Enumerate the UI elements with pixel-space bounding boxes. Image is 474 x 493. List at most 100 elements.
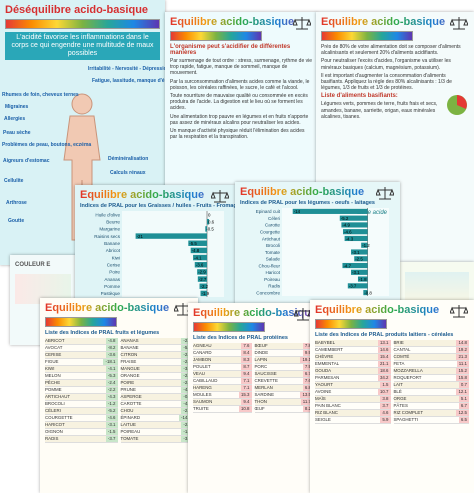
value-label: -3.1 [352, 250, 360, 255]
pral-value: 7.1 [241, 378, 252, 384]
food-name: ANANAS [120, 338, 139, 343]
pral-value: -3.3 [181, 366, 193, 372]
value-label: -2.5 [355, 257, 363, 262]
category-label: Chou-fleur [259, 263, 281, 268]
table-row: EMMENTAL 21.1 [315, 361, 391, 368]
pral-value: -4.8 [105, 338, 118, 344]
value-label: -14 [294, 209, 301, 214]
table-row: FETA 11.1 [393, 361, 469, 368]
table-row: PRUNE -4.8 [120, 387, 193, 394]
category-label: Pomme [104, 284, 120, 289]
bar [342, 262, 368, 269]
food-name: POIREAU [120, 429, 141, 434]
food-name: RADIS [45, 436, 59, 441]
food-name: CREVETTE [254, 378, 278, 383]
pral-chart: Zone acide Epinard cuit -14 Céleri -5.2 Carot… [256, 208, 389, 296]
category-label: Artichaut [262, 236, 281, 241]
value-label: -4.9 [342, 223, 350, 228]
food-name: ORANGE [120, 373, 140, 378]
food-name: SEIGLE [315, 417, 331, 422]
pral-value: 7.6 [241, 343, 252, 349]
pral-value: 18.6 [377, 368, 391, 374]
value-label: -1.9 [202, 291, 210, 296]
food-name: POIRE [120, 380, 135, 385]
category-label: Banane [104, 241, 120, 246]
ph-scale [170, 31, 262, 41]
pral-value: 12.1 [456, 389, 469, 395]
food-name: ROQUEFORT [393, 375, 422, 380]
food-name: GOUDA [315, 368, 332, 373]
table-heading: Liste des Indices de PRAL protéines [193, 335, 288, 341]
pral-value: 14.8 [456, 340, 469, 346]
symptom-label: Allergies [4, 116, 26, 122]
ph-scale [45, 317, 117, 327]
chart-panel: Equilibre acido-basique Indices de PRAL p… [75, 185, 235, 305]
zone-label: Zone acide [356, 210, 387, 216]
foods-heading: Liste d'aliments basifiants: [321, 93, 398, 100]
pral-value: 15.2 [456, 368, 469, 374]
food-name: BŒUF [254, 343, 268, 348]
table-panel: Equilibre acido-basique Liste des Indices… [40, 298, 198, 493]
pral-value: -14.1 [178, 415, 193, 421]
category-label: Kiwi [112, 255, 120, 260]
pral-value: 0.7 [458, 382, 469, 388]
value-label: -1.8 [359, 277, 367, 282]
table-row: LAPIN 19.1 [254, 357, 313, 364]
table-row: RIZ BLANC 4.6 [315, 410, 391, 417]
pral-value: -5.2 [105, 408, 118, 414]
category-label: Beurre [106, 220, 120, 225]
bar [193, 254, 207, 261]
balance-icon [450, 305, 468, 318]
balance-shape [174, 303, 192, 316]
pral-value: -2.9 [181, 380, 193, 386]
category-label: Poire [109, 270, 120, 275]
symptom-label: Irritabilité - Nervosité - Dépression [88, 66, 165, 72]
table-row: SAUCISSE 6.7 [254, 371, 313, 378]
table-panel: Equilibre acido-basique Liste des Indices… [188, 303, 318, 493]
pral-value: -2.7 [181, 373, 193, 379]
food-name: COMTÉ [393, 354, 410, 359]
food-name: AVOCAT [45, 345, 63, 350]
value-label: 0 [208, 212, 211, 217]
causes-paragraph: Toute nourriture de mauvaise qualité ou … [170, 93, 308, 112]
intro-lead: L'acidité favorise les inflammations dan… [5, 32, 160, 60]
balance-icon [376, 187, 394, 200]
pral-value: -3.1 [105, 422, 118, 428]
table-row: ASPERGE -0.4 [120, 394, 193, 401]
symptom-label: Fatigue, lassitude, manque d'énergie [92, 78, 165, 84]
pral-value: 9.4 [241, 371, 252, 377]
side-text: COULEUR E [15, 262, 51, 268]
causes-paragraph: Par la surconsommation d'aliments acides… [170, 78, 310, 91]
table-row: LAIT 0.7 [393, 382, 469, 389]
bar [351, 269, 368, 275]
table-row: BABYBEL 13.1 [315, 340, 391, 347]
table-row: BANANE -5.5 [120, 345, 193, 352]
food-name: EMMENTAL [315, 361, 340, 366]
symptom-label: Calculs rénaux [110, 170, 146, 176]
table-row: LAITUE -2.5 [120, 422, 193, 429]
table-row: ORANGE -2.7 [120, 373, 193, 380]
pral-value: 8.2 [302, 406, 313, 412]
pral-value: -8.2 [105, 345, 118, 351]
table-row: TOMATE -3.1 [120, 436, 193, 443]
table-row: RADIS -3.7 [45, 436, 118, 443]
table-row: CAMEMBERT 14.6 [315, 347, 391, 354]
table-row: MERLAN 6.8 [254, 385, 313, 392]
value-label: -2.9 [198, 270, 206, 275]
category-label: Raisins secs [94, 234, 120, 239]
food-name: AVOINE [315, 389, 332, 394]
food-name: ABRICOT [45, 338, 65, 343]
pral-value: 15.3 [238, 392, 252, 398]
food-name: JAMBON [193, 357, 212, 362]
pral-value: -0.4 [181, 394, 193, 400]
table-title: Equilibre acido-basique [193, 307, 318, 319]
food-name: CANARD [193, 350, 212, 355]
causes-title: Equilibre acido-basique [170, 16, 312, 28]
table-row: CANARD 8.4 [193, 350, 252, 357]
bar [292, 208, 368, 214]
table-row: ARTICHAUT -4.3 [45, 394, 118, 401]
value-label: -3.1 [352, 270, 360, 275]
foods-title: Equilibre acido-basique [321, 16, 469, 28]
ph-scale [315, 319, 387, 329]
foods-text: Près de 80% de votre alimentation doit s… [321, 44, 469, 91]
